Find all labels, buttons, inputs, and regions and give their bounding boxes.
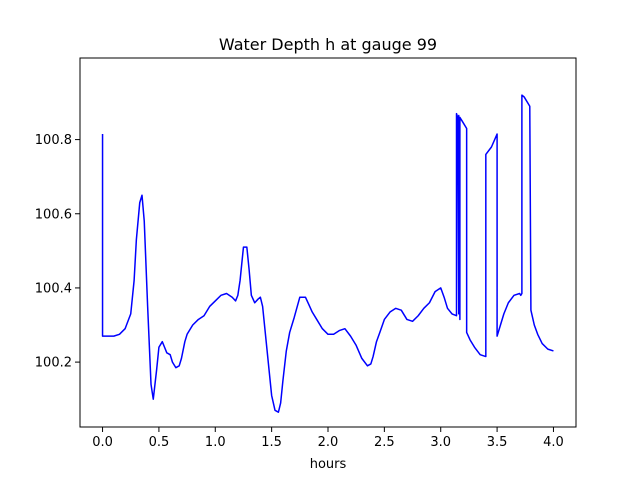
series-line-0: [101, 94, 554, 413]
x-tick-label: 4.0: [543, 435, 564, 450]
x-tick-label: 3.0: [430, 435, 451, 450]
y-axis: 100.2 100.4 100.6 100.8: [35, 133, 80, 371]
plot-frame: [79, 57, 577, 428]
x-tick-label: 1.0: [205, 435, 226, 450]
x-tick-label: 3.5: [487, 435, 508, 450]
plot-area: [101, 94, 554, 413]
x-tick-label: 0.0: [92, 435, 113, 450]
y-tick-label: 100.4: [35, 281, 72, 296]
x-tick-label: 0.5: [149, 435, 170, 450]
y-tick-label: 100.2: [35, 356, 72, 371]
y-tick-label: 100.8: [35, 133, 72, 148]
x-tick-label: 2.5: [374, 435, 395, 450]
y-tick-label: 100.6: [35, 207, 72, 222]
x-axis: 0.0 0.5 1.0 1.5 2.0 2.5 3.0 3.5 4.0: [92, 427, 564, 450]
chart-title: Water Depth h at gauge 99: [219, 35, 437, 54]
x-tick-label: 1.5: [261, 435, 282, 450]
x-tick-label: 2.0: [318, 435, 339, 450]
x-axis-label: hours: [310, 457, 347, 472]
